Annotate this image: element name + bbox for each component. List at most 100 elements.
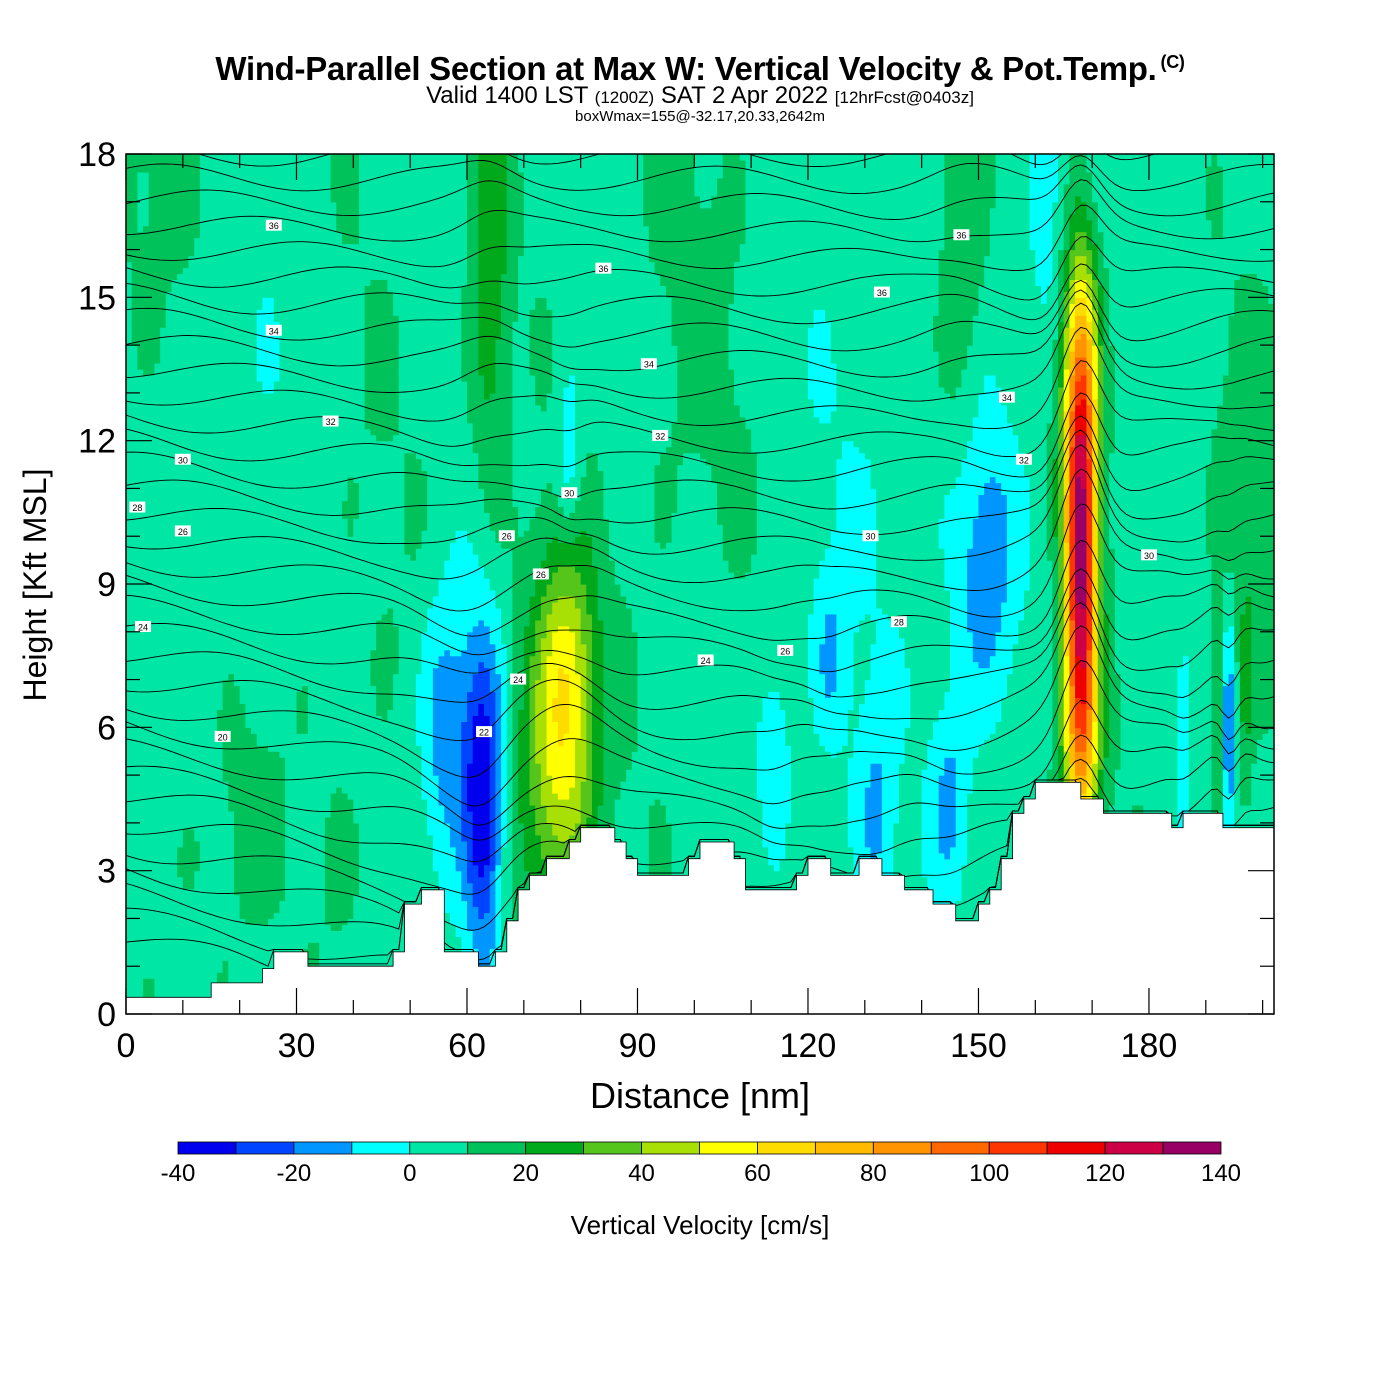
w-cell xyxy=(223,315,229,322)
w-cell xyxy=(291,829,297,836)
w-cell xyxy=(302,703,308,710)
w-cell xyxy=(149,954,155,961)
w-cell xyxy=(143,924,149,931)
w-cell xyxy=(245,154,251,161)
w-cell xyxy=(262,429,268,436)
w-cell xyxy=(319,721,325,728)
w-cell xyxy=(319,465,325,472)
w-cell xyxy=(262,405,268,412)
w-cell xyxy=(302,626,308,633)
w-cell xyxy=(234,877,240,884)
w-cell xyxy=(314,459,320,466)
w-cell xyxy=(154,650,160,657)
w-cell xyxy=(166,536,172,543)
w-cell xyxy=(314,757,320,764)
w-cell xyxy=(223,256,229,263)
w-cell xyxy=(319,901,325,908)
w-cell xyxy=(217,566,223,573)
w-cell xyxy=(291,638,297,645)
w-cell xyxy=(217,656,223,663)
w-cell xyxy=(143,465,149,472)
w-cell xyxy=(308,578,314,585)
w-cell xyxy=(274,686,280,693)
w-cell xyxy=(194,751,200,758)
w-cell xyxy=(132,697,138,704)
w-cell xyxy=(211,309,217,316)
w-cell xyxy=(274,620,280,627)
w-cell xyxy=(245,590,251,597)
w-cell xyxy=(200,202,206,209)
w-cell xyxy=(194,542,200,549)
w-cell xyxy=(132,405,138,412)
w-cell xyxy=(160,692,166,699)
w-cell xyxy=(137,238,143,245)
w-cell xyxy=(251,226,257,233)
w-cell xyxy=(206,321,212,328)
w-cell xyxy=(177,411,183,418)
w-cell xyxy=(217,506,223,513)
w-cell xyxy=(177,787,183,794)
w-cell xyxy=(154,644,160,651)
w-cell xyxy=(240,871,246,878)
w-cell xyxy=(240,262,246,269)
w-cell xyxy=(143,912,149,919)
w-cell xyxy=(132,889,138,896)
w-cell xyxy=(245,781,251,788)
w-cell xyxy=(257,190,263,197)
w-cell xyxy=(171,220,177,227)
w-cell xyxy=(217,960,223,967)
w-cell xyxy=(223,757,229,764)
w-cell xyxy=(194,238,200,245)
w-cell xyxy=(126,966,132,973)
w-cell xyxy=(223,578,229,585)
w-cell xyxy=(319,799,325,806)
w-cell xyxy=(154,614,160,621)
w-cell xyxy=(285,883,291,890)
w-cell xyxy=(223,763,229,770)
w-cell xyxy=(251,542,257,549)
w-cell xyxy=(211,459,217,466)
w-cell xyxy=(206,787,212,794)
w-cell xyxy=(217,196,223,203)
w-cell xyxy=(308,279,314,286)
w-cell xyxy=(257,518,263,525)
w-cell xyxy=(177,512,183,519)
w-cell xyxy=(268,488,274,495)
w-cell xyxy=(177,632,183,639)
w-cell xyxy=(251,865,257,872)
w-cell xyxy=(234,662,240,669)
w-cell xyxy=(251,285,257,292)
w-cell xyxy=(217,184,223,191)
w-cell xyxy=(274,721,280,728)
w-cell xyxy=(285,411,291,418)
w-cell xyxy=(262,763,268,770)
w-cell xyxy=(296,166,302,173)
w-cell xyxy=(251,351,257,358)
w-cell xyxy=(291,733,297,740)
w-cell xyxy=(189,518,195,525)
w-cell xyxy=(296,644,302,651)
w-cell xyxy=(177,423,183,430)
w-cell xyxy=(206,345,212,352)
w-cell xyxy=(257,626,263,633)
w-cell xyxy=(240,709,246,716)
w-cell xyxy=(206,835,212,842)
w-cell xyxy=(291,799,297,806)
w-cell xyxy=(154,739,160,746)
w-cell xyxy=(251,524,257,531)
w-cell xyxy=(274,279,280,286)
w-cell xyxy=(189,990,195,997)
w-cell xyxy=(132,793,138,800)
w-cell xyxy=(171,954,177,961)
w-cell xyxy=(177,500,183,507)
w-cell xyxy=(296,775,302,782)
w-cell xyxy=(200,327,206,334)
w-cell xyxy=(183,883,189,890)
w-cell xyxy=(291,238,297,245)
w-cell xyxy=(223,805,229,812)
w-cell xyxy=(217,220,223,227)
w-cell xyxy=(279,471,285,478)
w-cell xyxy=(160,966,166,973)
w-cell xyxy=(296,907,302,914)
w-cell xyxy=(228,835,234,842)
